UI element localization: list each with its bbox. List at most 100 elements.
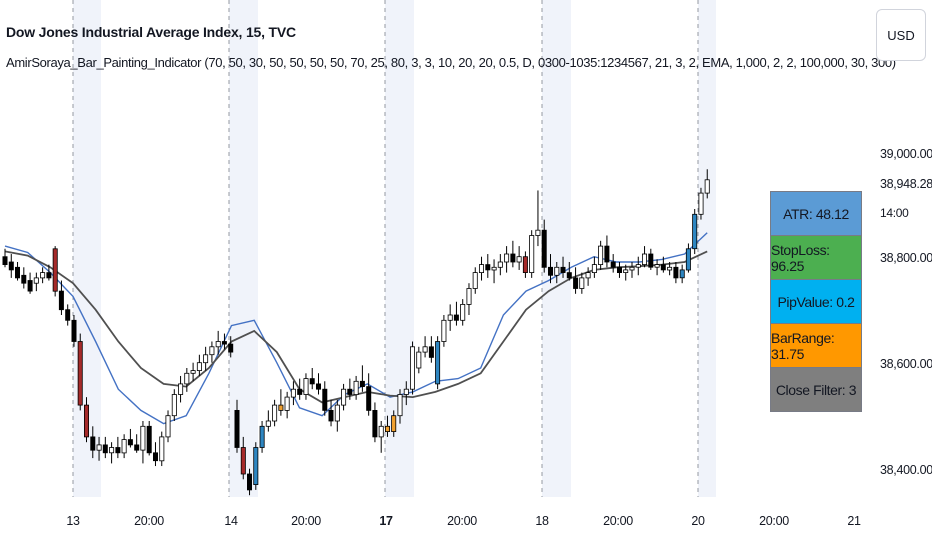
candle [165, 410, 171, 443]
candle-body [667, 266, 673, 271]
candle-body [159, 436, 165, 462]
candle-body [215, 341, 221, 348]
candle-body [253, 447, 259, 485]
session-band [229, 0, 258, 497]
candle [510, 240, 516, 268]
candle-body [152, 452, 158, 462]
candle [566, 262, 572, 281]
candle [522, 251, 528, 278]
candle [315, 373, 321, 395]
candle [409, 341, 415, 395]
candle [384, 415, 390, 437]
candle [77, 333, 83, 411]
candle-body [535, 229, 541, 236]
candle-body [610, 261, 616, 268]
candle-body [642, 253, 648, 266]
candle-body [272, 404, 278, 422]
candle-body [604, 245, 610, 263]
candle-body [617, 266, 623, 273]
candle-body [679, 269, 685, 279]
candle [303, 373, 309, 400]
candle [33, 272, 39, 292]
candle [654, 259, 660, 276]
candle-body [353, 380, 359, 395]
candle-body [221, 341, 227, 345]
candle-body [629, 266, 635, 271]
candle [560, 256, 566, 278]
candle [2, 248, 8, 268]
close-filter-cell: Close Filter: 3 [770, 367, 862, 412]
time-label-21: 21 [847, 514, 861, 528]
candle [253, 442, 259, 490]
candle-body [8, 261, 14, 271]
candle [115, 436, 121, 459]
indicator-legend[interactable]: AmirSoraya_Bar_Painting_Indicator (70, 5… [6, 55, 896, 70]
candle-body [259, 425, 265, 448]
candle [635, 256, 641, 276]
currency-button[interactable]: USD [876, 9, 926, 61]
candle-body [246, 473, 252, 491]
candle [27, 272, 33, 294]
candle-body [441, 319, 447, 342]
candle-body [297, 388, 303, 395]
candle [228, 336, 234, 358]
candle [660, 256, 666, 273]
candle [353, 375, 359, 400]
candle [209, 341, 215, 363]
candle [491, 259, 497, 284]
candle [529, 230, 535, 278]
candle [178, 375, 184, 403]
candle-body [529, 235, 535, 273]
candle-body [2, 256, 8, 266]
candle-body [184, 372, 190, 385]
candle-body [384, 425, 390, 432]
time-label-2000-a: 20:00 [134, 514, 164, 528]
candle [397, 389, 403, 424]
time-label-13: 13 [66, 514, 80, 528]
candle [610, 254, 616, 273]
time-label-2000-e: 20:00 [759, 514, 789, 528]
price-label-39000: 39,000.00 [880, 147, 932, 161]
candle-body [196, 362, 202, 372]
candle [102, 436, 108, 459]
candle [297, 378, 303, 400]
candle-body [322, 388, 328, 411]
candle-body [40, 272, 46, 279]
candle [21, 267, 27, 289]
candle-body [265, 420, 271, 427]
candle [46, 264, 52, 281]
candle-body [378, 425, 384, 438]
atr-cell: ATR: 48.12 [770, 191, 862, 236]
candle-body [548, 266, 554, 276]
candle [152, 442, 158, 467]
candle-body [203, 354, 209, 364]
candle-body [284, 396, 290, 411]
candle-body [623, 269, 629, 273]
candle [40, 267, 46, 284]
candle-body [65, 309, 71, 321]
candle-body [409, 346, 415, 390]
candle-body [84, 404, 90, 438]
candle [435, 336, 441, 390]
candle-body [692, 213, 698, 250]
candle [265, 410, 271, 432]
candle-body [209, 346, 215, 356]
candle-body [560, 266, 566, 273]
session-bands [73, 0, 716, 497]
candle-body [178, 383, 184, 395]
candle [159, 431, 165, 467]
candle-body [485, 264, 491, 271]
candle [403, 381, 409, 406]
candle [96, 436, 102, 461]
candle [309, 368, 315, 390]
last-price-label: 38,948.28 [880, 177, 932, 191]
candle [109, 442, 115, 464]
candle [272, 399, 278, 427]
candle [190, 362, 196, 382]
candle [579, 272, 585, 294]
candle-body [109, 447, 115, 454]
candle [259, 421, 265, 453]
candle-body [290, 388, 296, 398]
candle [623, 264, 629, 281]
